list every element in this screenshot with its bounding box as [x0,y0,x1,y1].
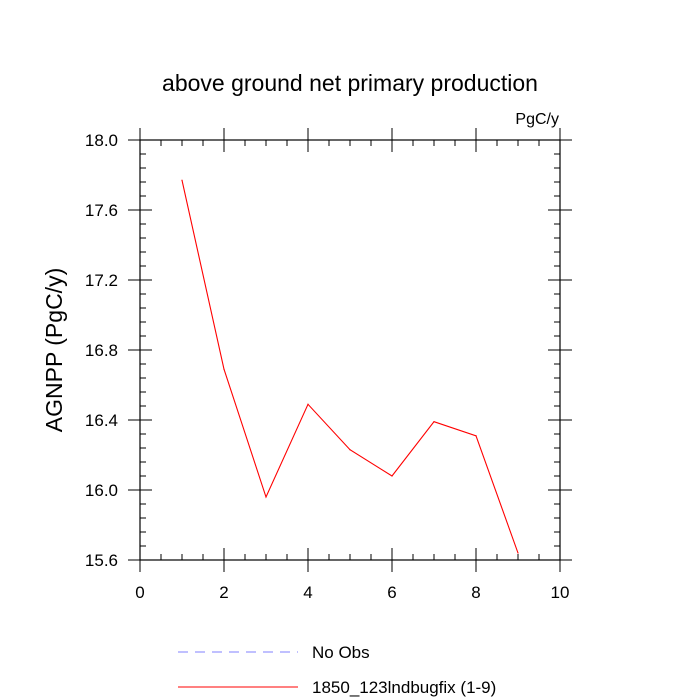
axis-tick-labels: 0 2 4 6 8 10 15.6 16.0 16.4 16.8 17.2 17.6 18.0 [85,131,570,602]
data-point [391,475,393,477]
data-point [181,179,183,181]
legend: No Obs 1850_123lndbugfix (1-9) [178,643,496,697]
x-tick-label: 4 [303,583,312,602]
plot-frame [139,139,561,561]
y-tick-label: 17.6 [85,201,118,220]
series-layer [181,179,519,554]
x-tick-label: 6 [387,583,396,602]
data-point [265,496,267,498]
y-tick-label: 18.0 [85,131,118,150]
legend-label: No Obs [312,643,370,662]
data-point [223,368,225,370]
data-point [349,449,351,451]
legend-label: 1850_123lndbugfix (1-9) [312,678,496,697]
units-label: PgC/y [515,111,559,128]
axis-ticks [128,128,572,572]
y-tick-label: 16.4 [85,411,118,430]
series-line [181,180,519,554]
y-tick-label: 17.2 [85,271,118,290]
x-tick-label: 10 [551,583,570,602]
x-tick-label: 2 [219,583,228,602]
x-tick-label: 8 [471,583,480,602]
data-point [517,552,519,554]
data-point [433,421,435,423]
y-axis-label: AGNPP (PgC/y) [41,268,67,432]
y-tick-label: 16.0 [85,481,118,500]
y-tick-label: 15.6 [85,551,118,570]
chart-title: above ground net primary production [162,70,538,96]
y-tick-label: 16.8 [85,341,118,360]
data-point [475,435,477,437]
data-point [307,403,309,405]
x-tick-label: 0 [135,583,144,602]
